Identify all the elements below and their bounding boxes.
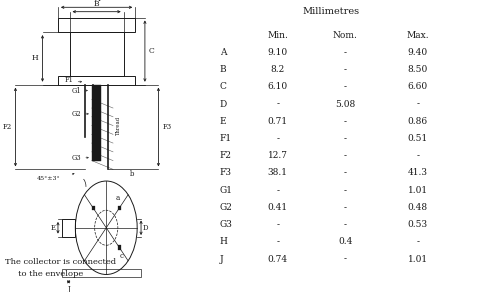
Text: G3: G3 xyxy=(71,154,81,162)
Bar xyxy=(58,18,135,32)
Text: A: A xyxy=(94,0,99,3)
Text: -: - xyxy=(276,100,279,109)
Bar xyxy=(62,219,75,237)
Text: 0.41: 0.41 xyxy=(268,203,288,212)
Bar xyxy=(62,269,141,277)
Bar xyxy=(118,206,121,210)
Text: b: b xyxy=(130,170,135,178)
Text: -: - xyxy=(344,220,347,229)
Text: E: E xyxy=(51,224,56,232)
Text: J: J xyxy=(67,285,70,292)
Text: 38.1: 38.1 xyxy=(268,168,288,178)
Text: F3: F3 xyxy=(162,123,171,131)
Text: -: - xyxy=(276,237,279,246)
Text: -: - xyxy=(416,151,419,160)
Text: 5.08: 5.08 xyxy=(335,100,355,109)
Text: D: D xyxy=(220,100,227,109)
Text: B: B xyxy=(94,0,99,8)
Text: 6.60: 6.60 xyxy=(408,82,428,91)
Text: F2: F2 xyxy=(220,151,232,160)
Text: -: - xyxy=(416,237,419,246)
Bar xyxy=(118,245,121,250)
Text: 41.3: 41.3 xyxy=(408,168,428,178)
Text: 9.40: 9.40 xyxy=(408,48,428,57)
Text: 0.74: 0.74 xyxy=(268,255,288,264)
Text: -: - xyxy=(344,82,347,91)
Text: 1.01: 1.01 xyxy=(408,186,428,195)
Text: 0.48: 0.48 xyxy=(408,203,428,212)
Bar xyxy=(58,76,135,85)
Text: H: H xyxy=(32,54,39,62)
Text: 0.51: 0.51 xyxy=(408,134,428,143)
Text: -: - xyxy=(344,186,347,195)
Text: 0.53: 0.53 xyxy=(408,220,428,229)
Text: 6.10: 6.10 xyxy=(268,82,288,91)
Text: 12.7: 12.7 xyxy=(268,151,288,160)
Text: -: - xyxy=(276,220,279,229)
Text: -: - xyxy=(344,151,347,160)
Text: The collector is connected
     to the envelope: The collector is connected to the envelo… xyxy=(5,258,116,278)
Text: D: D xyxy=(143,224,148,232)
Text: E: E xyxy=(220,117,227,126)
Text: -: - xyxy=(344,65,347,74)
Text: F1: F1 xyxy=(65,76,73,84)
Text: -: - xyxy=(344,255,347,264)
Text: G1: G1 xyxy=(71,86,81,95)
Text: A: A xyxy=(220,48,226,57)
Text: F1: F1 xyxy=(220,134,232,143)
Bar xyxy=(92,206,95,210)
Bar xyxy=(70,32,124,76)
Text: -: - xyxy=(344,134,347,143)
Text: C: C xyxy=(149,47,155,55)
Text: 0.4: 0.4 xyxy=(338,237,353,246)
Text: -: - xyxy=(276,134,279,143)
Text: H: H xyxy=(220,237,227,246)
Text: B: B xyxy=(220,65,227,74)
Text: 9.10: 9.10 xyxy=(268,48,288,57)
Bar xyxy=(92,85,101,161)
Text: F3: F3 xyxy=(220,168,232,178)
Text: 45°±3°: 45°±3° xyxy=(36,175,60,181)
Text: -: - xyxy=(344,203,347,212)
Text: 8.2: 8.2 xyxy=(270,65,285,74)
Text: F2: F2 xyxy=(2,123,12,131)
Text: G2: G2 xyxy=(71,110,81,118)
Text: -: - xyxy=(344,168,347,178)
Text: -: - xyxy=(344,117,347,126)
Text: 0.71: 0.71 xyxy=(268,117,288,126)
Text: Thread: Thread xyxy=(116,116,121,135)
Text: G2: G2 xyxy=(220,203,233,212)
Text: C: C xyxy=(220,82,227,91)
Text: Min.: Min. xyxy=(267,31,288,40)
Text: G3: G3 xyxy=(220,220,233,229)
Text: Nom.: Nom. xyxy=(333,31,358,40)
Text: G1: G1 xyxy=(220,186,233,195)
Text: 1.01: 1.01 xyxy=(408,255,428,264)
Text: -: - xyxy=(344,48,347,57)
Text: -: - xyxy=(416,100,419,109)
Text: Max.: Max. xyxy=(407,31,429,40)
Text: Millimetres: Millimetres xyxy=(302,7,359,16)
Text: J: J xyxy=(220,255,224,264)
Text: a: a xyxy=(115,194,120,202)
Text: -: - xyxy=(276,186,279,195)
Text: 0.86: 0.86 xyxy=(408,117,428,126)
Text: 8.50: 8.50 xyxy=(408,65,428,74)
Text: c: c xyxy=(119,252,123,260)
